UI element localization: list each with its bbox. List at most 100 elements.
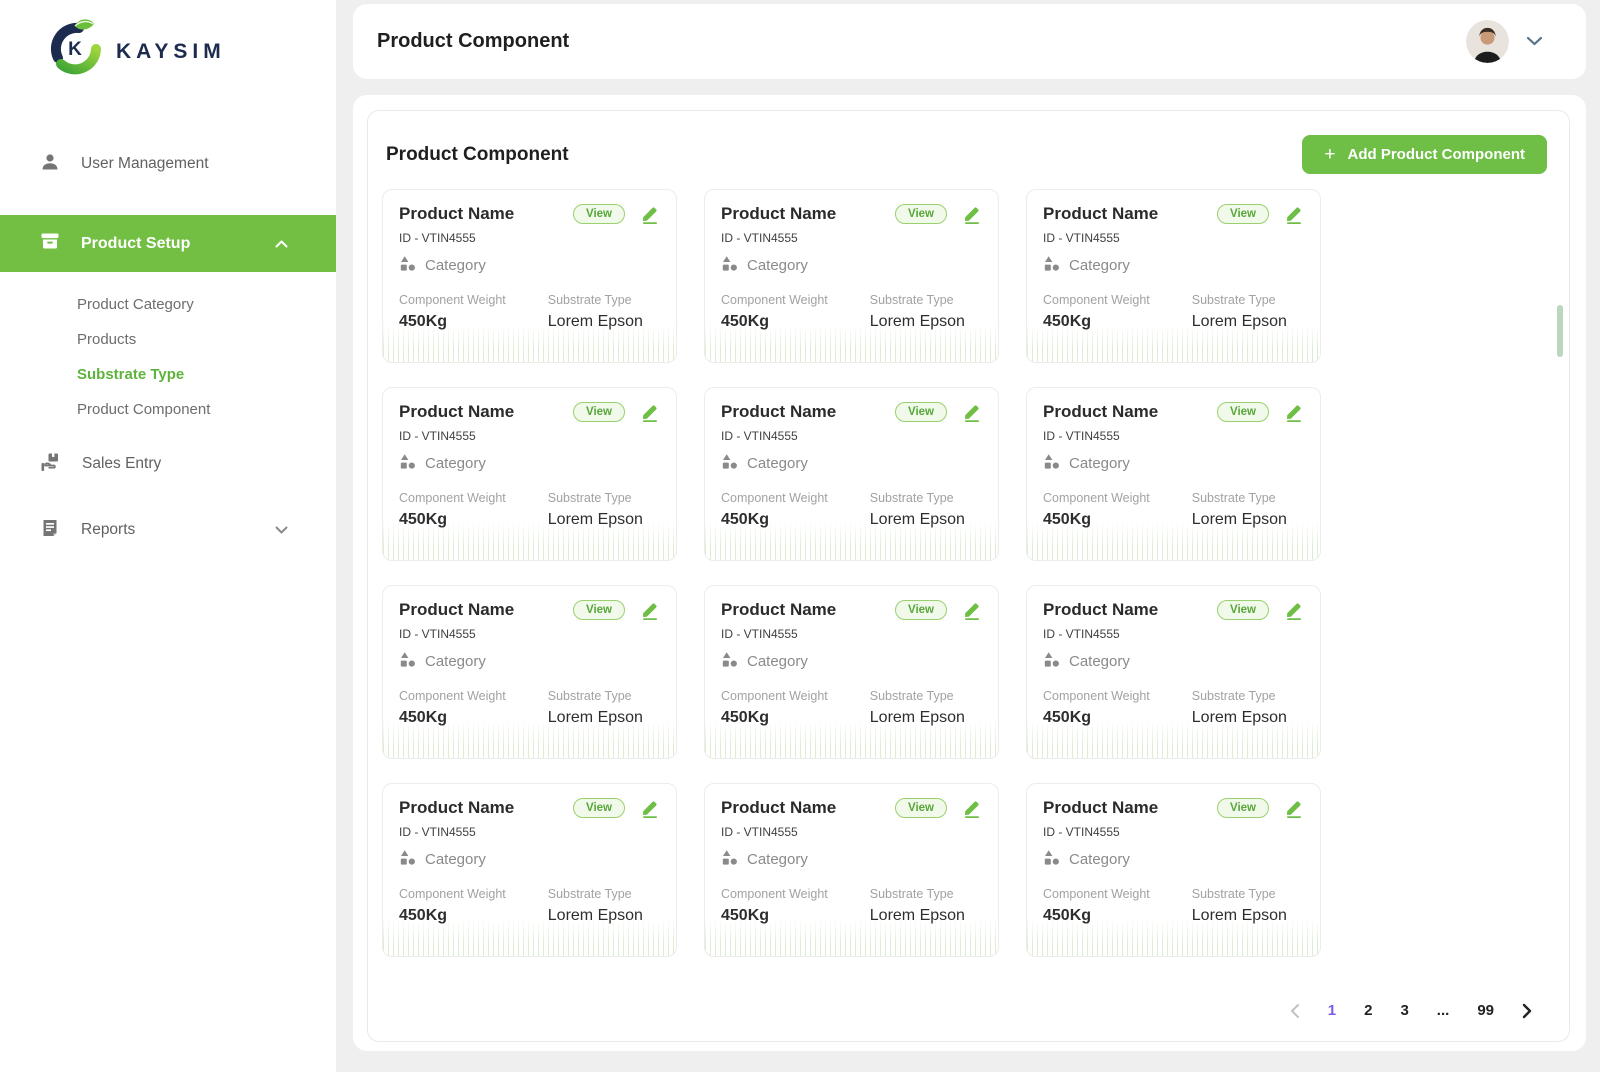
product-category: Category: [1069, 455, 1130, 472]
product-id: ID - VTIN4555: [721, 825, 798, 839]
substrate-type-value: Lorem Epson: [869, 907, 965, 924]
product-category: Category: [425, 455, 486, 472]
substrate-type-label: Substrate Type: [547, 689, 632, 703]
product-name: Product Name: [721, 402, 837, 421]
substrate-type-value: Lorem Epson: [1191, 511, 1287, 528]
sidebar-item-reports[interactable]: Reports: [0, 513, 336, 547]
edit-pencil-icon[interactable]: [640, 798, 660, 818]
product-id: ID - VTIN4555: [1043, 825, 1120, 839]
component-weight-value: 450Kg: [1043, 313, 1092, 330]
product-id: ID - VTIN4555: [721, 231, 798, 245]
sidebar-item-product-setup[interactable]: Product Setup: [0, 215, 336, 272]
substrate-type-label: Substrate Type: [869, 491, 954, 505]
view-button[interactable]: View: [1217, 798, 1269, 818]
edit-pencil-icon[interactable]: [962, 402, 982, 422]
substrate-type-value: Lorem Epson: [547, 313, 643, 330]
view-button[interactable]: View: [1217, 402, 1269, 422]
archive-box-icon: [40, 231, 60, 256]
edit-pencil-icon[interactable]: [1284, 402, 1304, 422]
kaysim-logo-icon: K: [46, 18, 106, 85]
product-card: Product Name View ID - VTIN4555: [382, 189, 677, 363]
view-button[interactable]: View: [1217, 600, 1269, 620]
sidebar-subitem-products[interactable]: Products: [77, 331, 137, 348]
component-weight-label: Component Weight: [1043, 887, 1150, 901]
substrate-type-value: Lorem Epson: [547, 709, 643, 726]
product-name: Product Name: [1043, 204, 1159, 223]
sidebar-nav: User Management Product Setup Product Ca…: [0, 147, 336, 547]
substrate-type-label: Substrate Type: [547, 293, 632, 307]
view-button[interactable]: View: [895, 798, 947, 818]
product-name: Product Name: [1043, 402, 1159, 421]
edit-pencil-icon[interactable]: [962, 600, 982, 620]
brand-logo[interactable]: K KAYSIM: [46, 18, 336, 85]
sidebar-item-user-management[interactable]: User Management: [0, 147, 336, 181]
product-category: Category: [425, 257, 486, 274]
page-number-3[interactable]: 3: [1400, 1002, 1409, 1019]
sidebar-item-label: Sales Entry: [82, 455, 162, 472]
component-weight-label: Component Weight: [721, 491, 828, 505]
substrate-type-label: Substrate Type: [869, 689, 954, 703]
component-weight-value: 450Kg: [721, 907, 770, 924]
category-shapes-icon: [721, 651, 738, 672]
edit-pencil-icon[interactable]: [1284, 600, 1304, 620]
product-category: Category: [425, 653, 486, 670]
substrate-type-value: Lorem Epson: [869, 709, 965, 726]
view-button[interactable]: View: [895, 600, 947, 620]
product-id: ID - VTIN4555: [1043, 627, 1120, 641]
product-category: Category: [1069, 653, 1130, 670]
page-number-99[interactable]: 99: [1477, 1002, 1494, 1019]
pagination-next-icon[interactable]: [1522, 1003, 1533, 1019]
component-weight-value: 450Kg: [399, 511, 448, 528]
sidebar-subitem-product-component[interactable]: Product Component: [77, 401, 211, 418]
component-weight-label: Component Weight: [399, 491, 506, 505]
view-button[interactable]: View: [895, 204, 947, 224]
page-number-1[interactable]: 1: [1327, 1002, 1337, 1019]
category-shapes-icon: [1043, 651, 1060, 672]
edit-pencil-icon[interactable]: [640, 402, 660, 422]
scrollbar-thumb[interactable]: [1557, 305, 1563, 357]
sidebar-item-label: Reports: [81, 521, 136, 538]
substrate-type-label: Substrate Type: [869, 887, 954, 901]
hand-box-icon: [40, 452, 61, 477]
view-button[interactable]: View: [895, 402, 947, 422]
product-name: Product Name: [721, 204, 837, 223]
page-ellipsis: ...: [1436, 1002, 1450, 1019]
edit-pencil-icon[interactable]: [1284, 798, 1304, 818]
main-area: Product Component Prod: [353, 0, 1586, 1051]
pagination-prev-icon[interactable]: [1289, 1003, 1300, 1019]
edit-pencil-icon[interactable]: [962, 204, 982, 224]
component-weight-value: 450Kg: [1043, 511, 1092, 528]
product-grid: Product Name View ID - VTIN4555: [382, 189, 1569, 957]
edit-pencil-icon[interactable]: [1284, 204, 1304, 224]
substrate-type-value: Lorem Epson: [547, 511, 643, 528]
product-category: Category: [747, 851, 808, 868]
category-shapes-icon: [399, 651, 416, 672]
account-chevron-down-icon[interactable]: [1526, 33, 1543, 51]
page-number-2[interactable]: 2: [1364, 1002, 1373, 1019]
view-button[interactable]: View: [1217, 204, 1269, 224]
view-button[interactable]: View: [573, 798, 625, 818]
product-card: Product Name View ID - VTIN4555: [1026, 783, 1321, 957]
add-product-component-button[interactable]: + Add Product Component: [1302, 135, 1547, 174]
view-button[interactable]: View: [573, 204, 625, 224]
avatar[interactable]: [1466, 20, 1509, 63]
edit-pencil-icon[interactable]: [962, 798, 982, 818]
category-shapes-icon: [399, 849, 416, 870]
chevron-down-icon: [275, 521, 288, 539]
substrate-type-label: Substrate Type: [547, 491, 632, 505]
sidebar-subitem-product-category[interactable]: Product Category: [77, 296, 194, 313]
substrate-type-value: Lorem Epson: [869, 313, 965, 330]
edit-pencil-icon[interactable]: [640, 600, 660, 620]
edit-pencil-icon[interactable]: [640, 204, 660, 224]
product-name: Product Name: [399, 204, 515, 223]
sidebar-subitem-substrate-type[interactable]: Substrate Type: [77, 366, 185, 383]
component-weight-value: 450Kg: [399, 709, 448, 726]
category-shapes-icon: [399, 453, 416, 474]
product-id: ID - VTIN4555: [399, 429, 476, 443]
product-category: Category: [1069, 851, 1130, 868]
view-button[interactable]: View: [573, 402, 625, 422]
view-button[interactable]: View: [573, 600, 625, 620]
sidebar-item-sales-entry[interactable]: Sales Entry: [0, 447, 336, 481]
substrate-type-label: Substrate Type: [1191, 689, 1276, 703]
user-icon: [40, 152, 60, 177]
